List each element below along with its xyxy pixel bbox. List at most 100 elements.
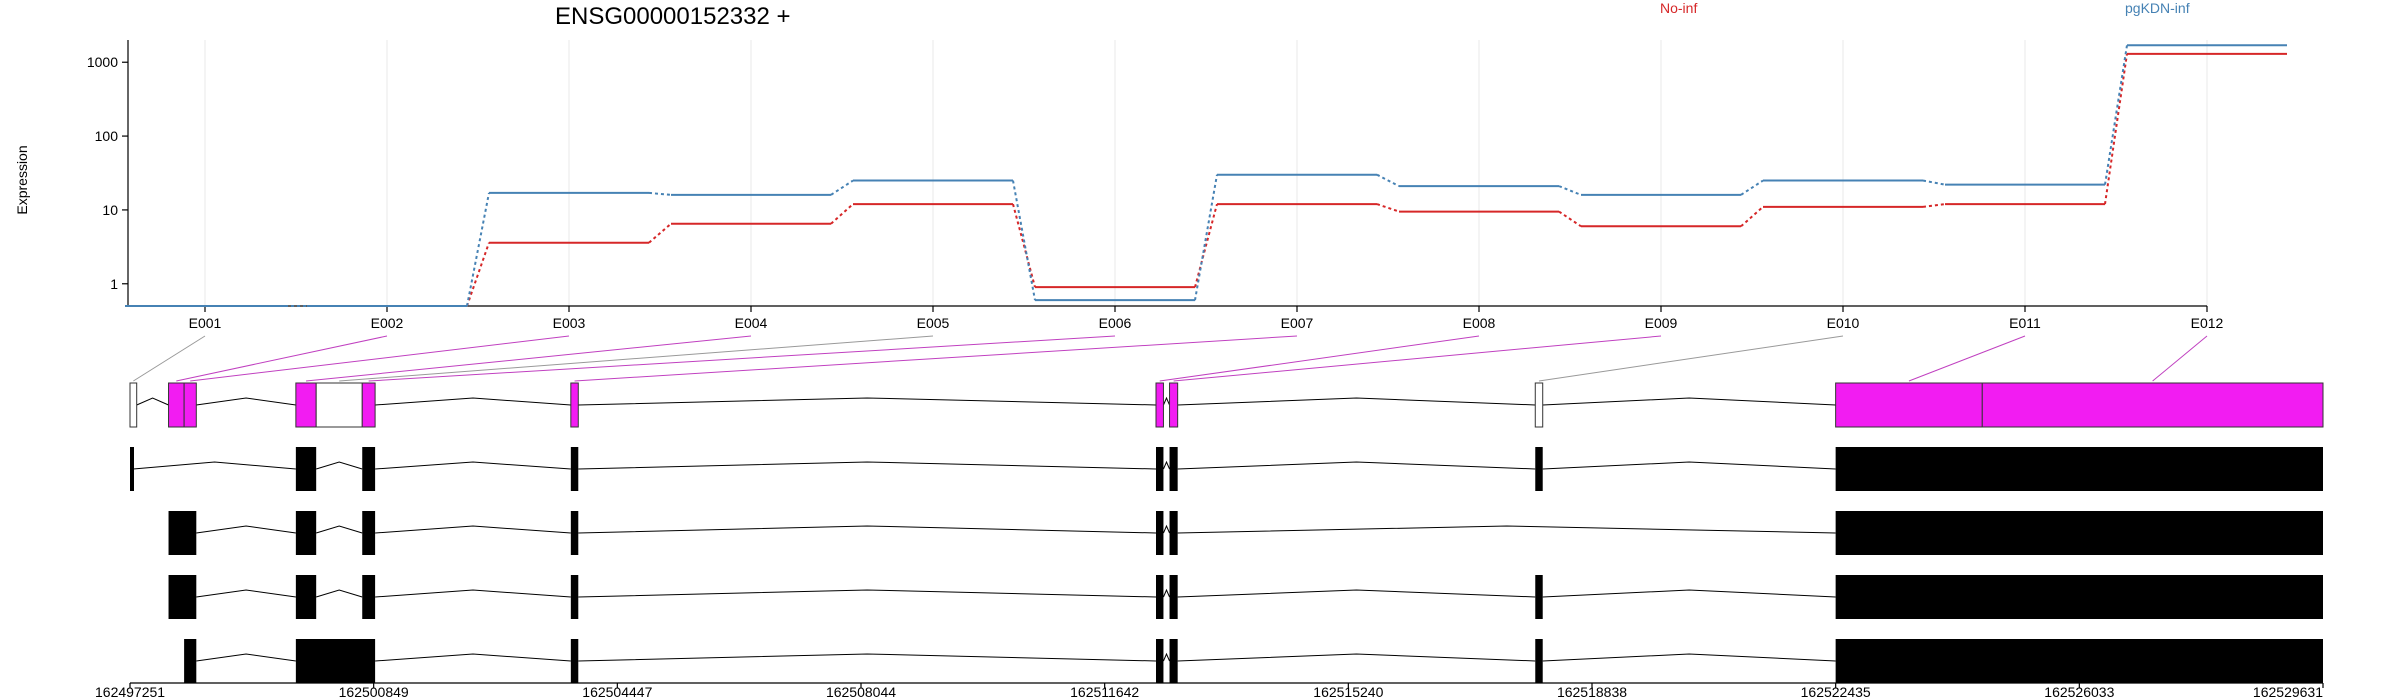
series-pgkdn-inf bbox=[125, 44, 2287, 307]
series-link bbox=[1740, 206, 1764, 228]
x-tick-label: E010 bbox=[1827, 315, 1860, 331]
series-link bbox=[1376, 203, 1400, 213]
intron-line bbox=[196, 525, 296, 534]
intron-line bbox=[375, 397, 571, 406]
intron-line bbox=[1177, 397, 1536, 406]
x-tick-label: E005 bbox=[917, 315, 950, 331]
intron-line bbox=[1162, 652, 1171, 662]
intron-line bbox=[1162, 396, 1171, 406]
x-tick-label: E007 bbox=[1281, 315, 1314, 331]
series-link bbox=[466, 192, 490, 307]
exon-E002 bbox=[168, 382, 185, 428]
intron-line bbox=[1542, 589, 1836, 598]
transcript-track bbox=[130, 447, 2323, 491]
intron-line bbox=[196, 653, 296, 662]
chart-title: ENSG00000152332 + bbox=[555, 3, 791, 30]
x-tick-label: E006 bbox=[1099, 315, 1132, 331]
transcript-exon bbox=[295, 511, 317, 555]
intron-line bbox=[316, 461, 363, 470]
x-tick-label: E004 bbox=[735, 315, 768, 331]
genomic-tick-label: 162518838 bbox=[1557, 684, 1627, 700]
transcript-exon bbox=[1835, 575, 2323, 619]
intron-line bbox=[1162, 524, 1171, 534]
connector-E010 bbox=[1538, 335, 1844, 382]
connector-E007 bbox=[574, 335, 1298, 382]
transcript-exon bbox=[295, 639, 376, 683]
transcript-exon bbox=[1155, 639, 1164, 683]
transcript-exon bbox=[168, 575, 197, 619]
series-link bbox=[1740, 179, 1764, 196]
genomic-tick-label: 162515240 bbox=[1313, 684, 1383, 700]
connector-E001 bbox=[133, 335, 206, 382]
intron-line bbox=[136, 397, 169, 406]
x-tick-label: E012 bbox=[2191, 315, 2224, 331]
connector-E012 bbox=[2152, 335, 2208, 382]
intron-line bbox=[578, 397, 1157, 406]
transcript-exon bbox=[362, 511, 376, 555]
transcript-exon bbox=[1169, 447, 1178, 491]
exon-connector-lines bbox=[133, 335, 2208, 382]
intron-line bbox=[578, 653, 1157, 662]
intron-line bbox=[578, 525, 1157, 534]
transcript-exon bbox=[130, 447, 134, 491]
series-link bbox=[648, 222, 672, 244]
series-link bbox=[1012, 180, 1036, 301]
transcript-exon bbox=[1169, 575, 1178, 619]
intron-line bbox=[1542, 653, 1836, 662]
exon-E001 bbox=[129, 382, 138, 428]
series-link bbox=[2104, 53, 2128, 205]
series-link bbox=[1558, 210, 1582, 228]
genomic-tick-label: 162497251 bbox=[95, 684, 165, 700]
genomic-tick-label: 162526033 bbox=[2044, 684, 2114, 700]
y-tick-label: 100 bbox=[95, 128, 119, 144]
x-tick-label: E002 bbox=[371, 315, 404, 331]
transcript-exon bbox=[295, 447, 317, 491]
connector-E011 bbox=[1908, 335, 2026, 382]
exon-E004 bbox=[295, 382, 317, 428]
transcript-exon bbox=[1835, 511, 2323, 555]
series-link bbox=[830, 203, 854, 225]
exon-E010 bbox=[1534, 382, 1544, 428]
y-tick-label: 1 bbox=[110, 276, 118, 292]
transcript-exon bbox=[1535, 639, 1543, 683]
connector-E006 bbox=[368, 335, 1116, 382]
series-link bbox=[1012, 203, 1036, 288]
intron-line bbox=[375, 461, 571, 470]
transcript-exon bbox=[1169, 511, 1178, 555]
transcript-exon bbox=[362, 447, 376, 491]
series-link bbox=[1194, 203, 1218, 288]
genomic-coordinate-axis: 162497251 162500849 162504447 162508044 1625… bbox=[95, 682, 2324, 700]
intron-line bbox=[316, 589, 363, 598]
exon-E005 bbox=[315, 382, 363, 428]
exon-E009 bbox=[1169, 382, 1179, 428]
series-link bbox=[1922, 203, 1946, 208]
series-link bbox=[1194, 174, 1218, 301]
genomic-tick-label: 162511642 bbox=[1070, 684, 1139, 700]
connector-E004 bbox=[305, 335, 752, 382]
connector-E002 bbox=[176, 335, 388, 382]
plot-gridlines bbox=[204, 40, 2208, 306]
legend-entry-no-inf: No-inf bbox=[1660, 0, 1697, 16]
series-link bbox=[1922, 179, 1946, 186]
intron-line bbox=[196, 589, 296, 598]
x-tick-label: E001 bbox=[189, 315, 222, 331]
intron-line bbox=[1542, 461, 1836, 470]
series-link bbox=[1558, 185, 1582, 196]
genomic-tick-label: 162529631 bbox=[2253, 684, 2323, 700]
x-tick-label: E003 bbox=[553, 315, 586, 331]
exon-E007 bbox=[570, 382, 579, 428]
series-link bbox=[1376, 173, 1400, 188]
transcript-exon bbox=[1155, 575, 1164, 619]
transcript-exon bbox=[295, 575, 317, 619]
genomic-tick-label: 162508044 bbox=[826, 684, 896, 700]
transcript-exon bbox=[1535, 447, 1543, 491]
gene-model-tracks bbox=[129, 382, 2324, 683]
exon-E008 bbox=[1155, 382, 1164, 428]
intron-line bbox=[1542, 397, 1836, 406]
intron-line bbox=[375, 653, 571, 662]
transcript-exon bbox=[184, 639, 197, 683]
genomic-tick-label: 162522435 bbox=[1801, 684, 1871, 700]
series-link bbox=[466, 242, 490, 307]
x-tick-label: E008 bbox=[1463, 315, 1496, 331]
y-tick-label: 10 bbox=[102, 202, 118, 218]
